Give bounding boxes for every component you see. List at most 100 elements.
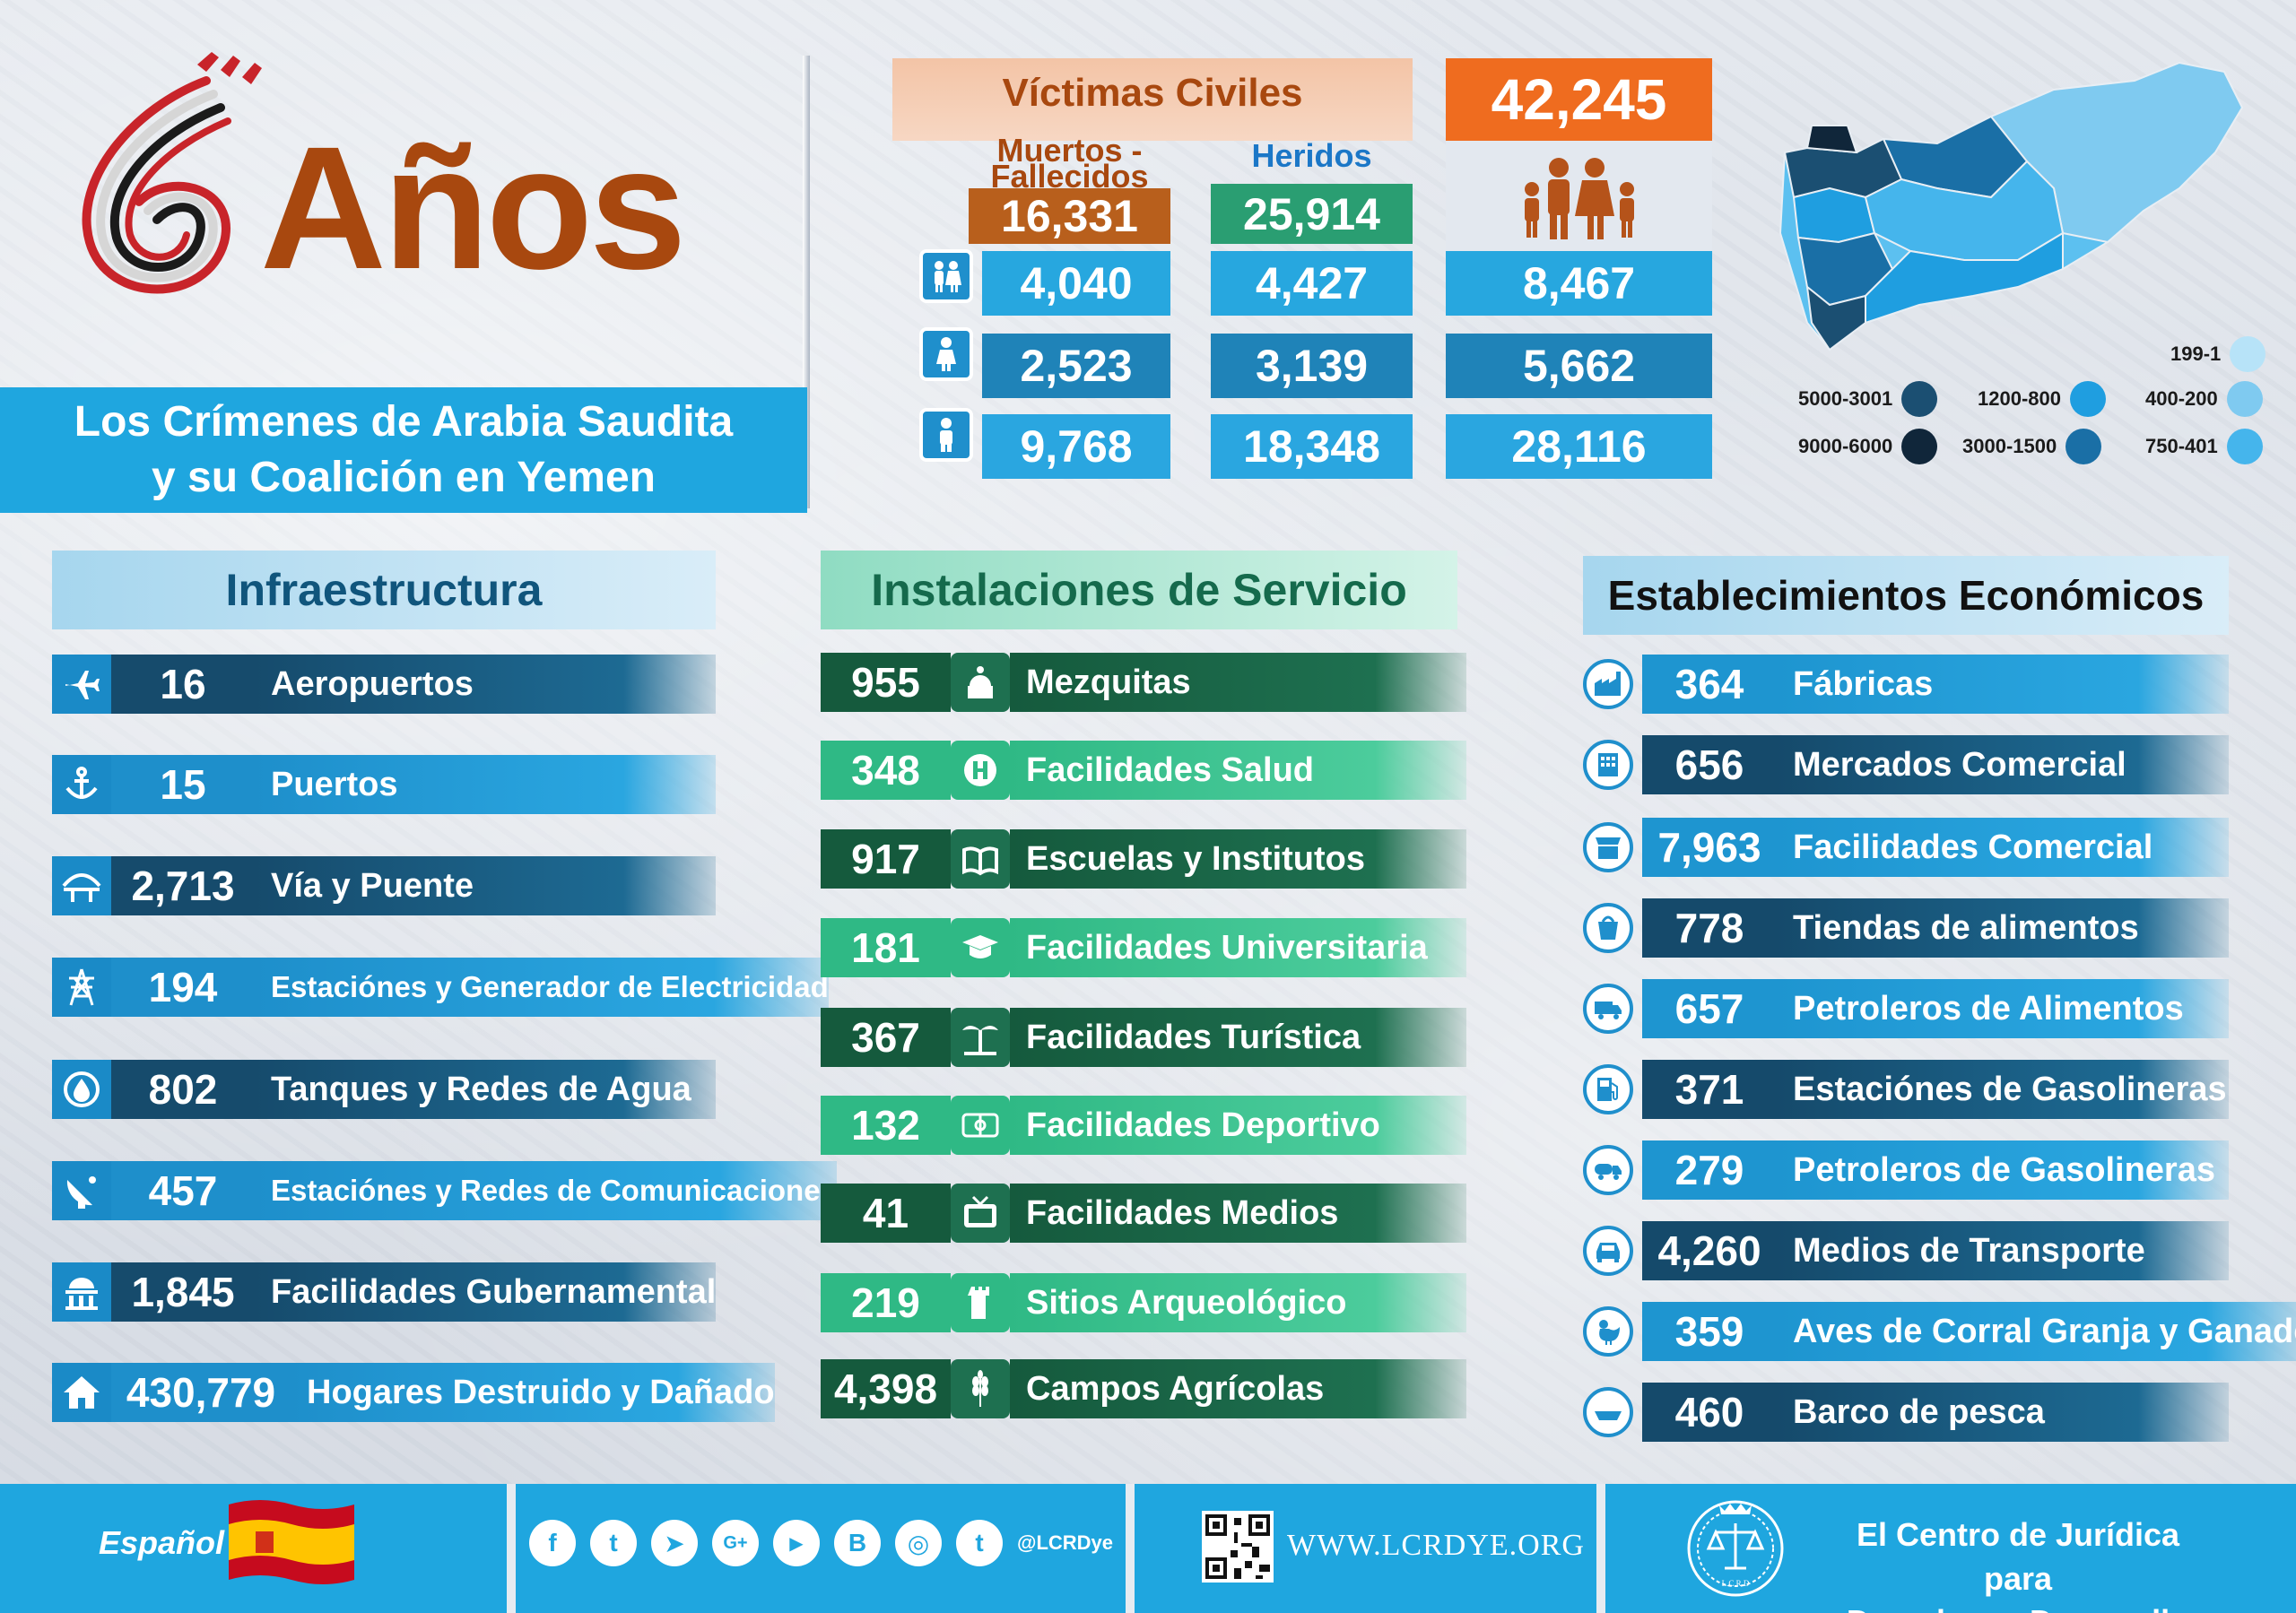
facebook-icon[interactable]: f: [529, 1520, 576, 1566]
power-tower-icon: [52, 958, 111, 1017]
six-years-logo: 6: [54, 45, 262, 294]
services-label: Facilidades Turística: [1010, 1008, 1466, 1067]
injured-women: 3,139: [1211, 334, 1413, 398]
mosque-icon: [951, 653, 1010, 712]
legend-label: 1200-800: [1978, 387, 2061, 410]
legend-item: 400-200: [2145, 381, 2263, 417]
economic-row: 371 Estaciónes de Gasolineras: [1583, 1060, 2229, 1119]
organization-name-line-1: El Centro de Jurídica para: [1856, 1516, 2180, 1597]
services-label: Facilidades Medios: [1010, 1184, 1466, 1243]
wheat-icon: [951, 1359, 1010, 1418]
legend-item: 199-1: [2170, 336, 2266, 372]
website-link[interactable]: WWW.LCRDYE.ORG: [1287, 1529, 1585, 1562]
economic-label: Tiendas de alimentos: [1777, 898, 2229, 958]
infrastructure-label: Puertos: [255, 755, 716, 814]
legend-dot: [1901, 381, 1938, 417]
services-label: Facilidades Salud: [1010, 741, 1466, 800]
spain-flag-icon: [229, 1500, 354, 1584]
bridge-icon: [52, 856, 111, 915]
infrastructure-label: Vía y Puente: [255, 856, 716, 915]
twitter-icon[interactable]: t: [590, 1520, 637, 1566]
legend-item: 3000-1500: [1962, 429, 2102, 464]
google-plus-icon[interactable]: G+: [712, 1520, 759, 1566]
subtitle-banner: Los Crímenes de Arabia Saudita y su Coal…: [0, 387, 807, 513]
blogger-icon[interactable]: B: [834, 1520, 881, 1566]
satellite-dish-icon: [52, 1161, 111, 1220]
economic-label: Facilidades Comercial: [1777, 818, 2229, 877]
tumblr-icon[interactable]: t: [956, 1520, 1003, 1566]
factory-icon: [1583, 659, 1633, 709]
total-women: 5,662: [1446, 334, 1712, 398]
legend-item: 9000-6000: [1798, 429, 1938, 464]
footer-divider: [1126, 1484, 1135, 1613]
infrastructure-value: 457: [111, 1161, 255, 1220]
legend-label: 400-200: [2145, 387, 2218, 410]
economic-label: Barco de pesca: [1777, 1383, 2229, 1442]
footer: [0, 1484, 2296, 1613]
social-handle[interactable]: @LCRDye: [1017, 1531, 1114, 1554]
services-value: 955: [821, 653, 951, 712]
legend-item: 5000-3001: [1798, 381, 1938, 417]
svg-text:6: 6: [54, 45, 62, 48]
services-value: 219: [821, 1273, 951, 1332]
family-icon: [1446, 141, 1712, 251]
palm-tree-icon: [951, 1008, 1010, 1067]
qr-code-icon[interactable]: [1202, 1511, 1274, 1583]
man-icon: [919, 408, 973, 462]
services-label: Facilidades Universitaria: [1010, 918, 1466, 977]
economic-row: 359 Aves de Corral Granja y Ganado: [1583, 1302, 2296, 1361]
economic-value: 371: [1642, 1060, 1777, 1119]
instagram-icon[interactable]: ◎: [895, 1520, 942, 1566]
services-label: Facilidades Deportivo: [1010, 1096, 1466, 1155]
social-links: f t ➤ G+ ▶ B ◎ t @LCRDye: [529, 1520, 1113, 1566]
economic-value: 460: [1642, 1383, 1777, 1442]
language-label[interactable]: Español: [99, 1524, 225, 1561]
legend-dot: [2226, 429, 2263, 464]
services-row: 219 Sitios Arqueológico: [821, 1273, 1466, 1332]
dead-total: 16,331: [969, 188, 1170, 244]
hospital-icon: [951, 741, 1010, 800]
economic-row: 778 Tiendas de alimentos: [1583, 898, 2229, 958]
infrastructure-row: 457 Estaciónes y Redes de Comunicaciones: [52, 1161, 837, 1220]
economic-label: Fábricas: [1777, 655, 2229, 714]
water-icon: [52, 1060, 111, 1119]
rooster-icon: [1583, 1306, 1633, 1357]
economic-row: 656 Mercados Comercial: [1583, 735, 2229, 794]
woman-icon: [919, 327, 973, 381]
services-value: 367: [821, 1008, 951, 1067]
infrastructure-label: Hogares Destruido y Dañado: [291, 1363, 775, 1422]
economic-value: 656: [1642, 735, 1777, 794]
organization-name: El Centro de Jurídica para Derechos y De…: [1821, 1513, 2215, 1613]
injured-men: 18,348: [1211, 414, 1413, 479]
legend-dot: [2226, 381, 2263, 417]
graduation-cap-icon: [951, 918, 1010, 977]
economic-value: 657: [1642, 979, 1777, 1038]
years-title: Años: [260, 110, 686, 306]
infrastructure-label: Estaciónes y Generador de Electricidad: [255, 958, 829, 1017]
infrastructure-value: 15: [111, 755, 255, 814]
telegram-icon[interactable]: ➤: [651, 1520, 698, 1566]
infrastructure-value: 802: [111, 1060, 255, 1119]
economic-row: 7,963 Facilidades Comercial: [1583, 818, 2229, 877]
infrastructure-value: 430,779: [111, 1363, 291, 1422]
services-row: 4,398 Campos Agrícolas: [821, 1359, 1466, 1418]
services-value: 132: [821, 1096, 951, 1155]
legend-label: 199-1: [2170, 343, 2222, 365]
infrastructure-label: Estaciónes y Redes de Comunicaciones: [255, 1161, 837, 1220]
services-row: 41 Facilidades Medios: [821, 1184, 1466, 1243]
lcrd-logo: L.C.R.D: [1687, 1500, 1784, 1597]
infrastructure-row: 802 Tanques y Redes de Agua: [52, 1060, 716, 1119]
legend-label: 750-401: [2145, 435, 2218, 457]
infrastructure-label: Facilidades Gubernamental: [255, 1262, 717, 1322]
economic-row: 4,260 Medios de Transporte: [1583, 1221, 2229, 1280]
legend-dot: [2230, 336, 2266, 372]
yemen-map: [1779, 61, 2244, 351]
services-row: 181 Facilidades Universitaria: [821, 918, 1466, 977]
legend-label: 3000-1500: [1962, 435, 2057, 457]
economic-row: 657 Petroleros de Alimentos: [1583, 979, 2229, 1038]
services-row: 367 Facilidades Turística: [821, 1008, 1466, 1067]
government-building-icon: [52, 1262, 111, 1322]
legend-dot: [2069, 381, 2106, 417]
youtube-icon[interactable]: ▶: [773, 1520, 820, 1566]
legend-item: 750-401: [2145, 429, 2263, 464]
